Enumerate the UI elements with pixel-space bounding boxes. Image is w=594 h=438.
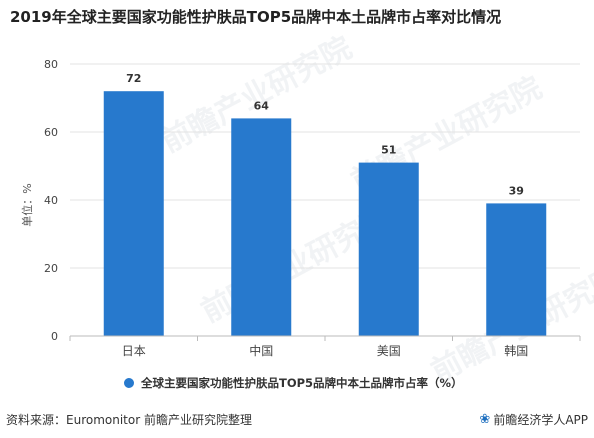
legend-dot-icon [124,378,134,388]
legend: 全球主要国家功能性护肤品TOP5品牌中本土品牌市占率（%） [124,375,463,391]
data-label: 39 [509,184,524,197]
chart-title: 2019年全球主要国家功能性护肤品TOP5品牌中本土品牌市占率对比情况 [10,8,502,26]
x-tick-label: 美国 [377,344,401,358]
y-axis-label: 单位：% [20,183,34,226]
brand-name: 前瞻经济学人APP [493,413,588,427]
x-tick-label: 中国 [249,343,273,358]
data-label: 64 [254,99,270,112]
x-tick-label: 日本 [122,344,146,358]
x-tick-label: 韩国 [504,343,528,358]
y-tick-label: 0 [51,330,58,343]
bar [358,162,419,336]
data-label: 51 [381,144,396,157]
bar [231,118,292,337]
legend-label: 全球主要国家功能性护肤品TOP5品牌中本土品牌市占率（%） [141,376,463,390]
y-tick-label: 60 [44,126,58,139]
y-tick-label: 40 [44,194,58,207]
data-label: 72 [126,72,141,85]
data-labels: 72 64 51 39 [126,72,524,197]
axes: 0 20 40 60 80 日本 中国 美国 韩国 [44,58,581,358]
source-note: 资料来源：Euromonitor 前瞻产业研究院整理 [6,413,252,427]
paw-icon: ❀ [479,412,491,427]
bars [103,91,547,337]
y-tick-label: 80 [44,58,58,71]
bar [103,91,164,336]
bar [486,203,547,336]
brand-credit: ❀ 前瞻经济学人APP [479,411,588,428]
y-tick-label: 20 [44,262,58,275]
